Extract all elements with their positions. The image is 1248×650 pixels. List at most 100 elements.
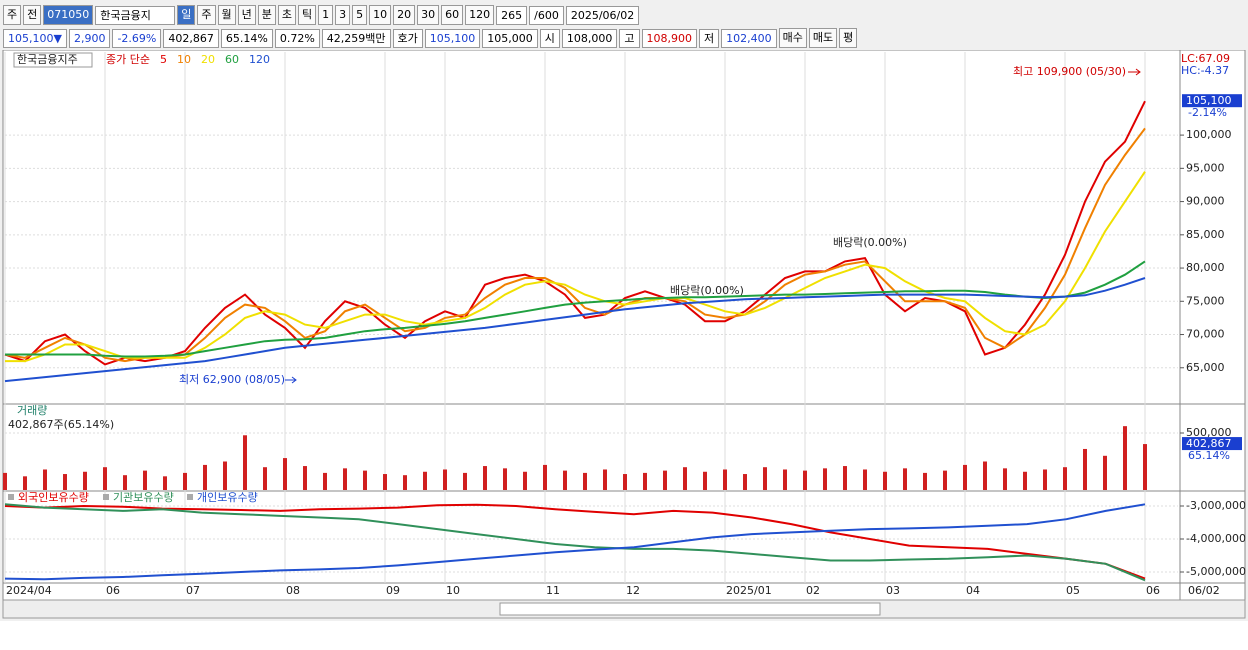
x-tick-label: 08 xyxy=(286,584,300,597)
info-label: HC:-4.37 xyxy=(1181,64,1229,77)
x-tick-label: 06 xyxy=(106,584,120,597)
volume-bar xyxy=(663,470,667,490)
toolbar-button[interactable]: 초 xyxy=(277,5,296,25)
quote-field: 42,259백만 xyxy=(321,28,391,48)
legend-marker xyxy=(8,494,14,500)
quote-field: 108,000 xyxy=(561,28,618,48)
volume-bar xyxy=(943,470,947,490)
toolbar-button[interactable]: 265 xyxy=(496,5,528,25)
legend-marker xyxy=(103,494,109,500)
volume-bar xyxy=(403,475,407,490)
toolbar-button[interactable]: 60 xyxy=(441,5,464,25)
x-tick-label: 03 xyxy=(886,584,900,597)
volume-bar xyxy=(323,472,327,490)
x-tick-label: 2025/01 xyxy=(726,584,772,597)
volume-bar xyxy=(363,470,367,490)
volume-bar xyxy=(343,468,347,490)
volume-bar xyxy=(903,468,907,490)
legend-entry: 10 xyxy=(177,53,191,66)
x-tick-label: 04 xyxy=(966,584,980,597)
volume-bar xyxy=(843,466,847,490)
volume-bar xyxy=(243,435,247,490)
volume-bar xyxy=(743,474,747,490)
volume-bar xyxy=(1143,444,1147,490)
order-button[interactable]: 매수 xyxy=(778,28,807,48)
volume-bar xyxy=(283,458,287,490)
quote-field: 402,867 xyxy=(163,28,219,48)
x-tick-label: 07 xyxy=(186,584,200,597)
volume-bar xyxy=(723,469,727,490)
line-series xyxy=(5,260,1146,358)
y-tick-label: 500,000 xyxy=(1186,426,1232,439)
volume-bar xyxy=(503,468,507,490)
toolbar-button[interactable]: 분 xyxy=(257,5,276,25)
volume-bar xyxy=(443,469,447,490)
toolbar-button[interactable]: 일 xyxy=(177,5,196,25)
line-series xyxy=(4,127,1146,363)
toolbar-button[interactable]: 한국금융지 xyxy=(95,5,176,25)
scroll-thumb[interactable] xyxy=(499,602,881,616)
order-button[interactable]: 매도 xyxy=(808,28,838,48)
toolbar-button[interactable]: 2025/06/02 xyxy=(565,5,640,25)
x-tick-label: 05 xyxy=(1066,584,1080,597)
legend-entry: 개인보유수량 xyxy=(197,491,258,504)
price-label-box xyxy=(1182,437,1242,451)
volume-bar xyxy=(623,474,627,490)
quote-field: 시 xyxy=(539,28,560,48)
price-label-box xyxy=(1182,94,1242,108)
y-tick-label: 80,000 xyxy=(1186,261,1225,274)
quote-field: 105,100 xyxy=(424,28,481,48)
panel-subtitle: 402,867주(65.14%) xyxy=(8,418,114,431)
chart: 2024/04 06 07 08 09 10 11 12 2025/01 02 03 04 05 06 06… xyxy=(2,50,1246,619)
toolbar-button[interactable]: 틱 xyxy=(298,5,317,25)
y-tick-label: 65,000 xyxy=(1186,361,1225,374)
volume-bar xyxy=(1083,448,1087,490)
volume-bar xyxy=(1003,468,1007,490)
annotation: 최고 109,900 (05/30) xyxy=(1013,65,1126,78)
volume-bar xyxy=(823,468,827,490)
volume-bar xyxy=(143,470,147,490)
toolbar-button[interactable]: 10 xyxy=(369,5,392,25)
toolbar-button[interactable]: 071050 xyxy=(43,5,94,25)
x-tick-label: 12 xyxy=(626,584,640,597)
toolbar-button[interactable]: 년 xyxy=(237,5,256,25)
toolbar-button[interactable]: 3 xyxy=(335,5,351,25)
info-label: LC:67.09 xyxy=(1181,52,1230,65)
toolbar-button[interactable]: /600 xyxy=(529,5,564,25)
toolbar-button[interactable]: 전 xyxy=(23,5,42,25)
annotation-arrow xyxy=(1128,68,1141,76)
volume-bar xyxy=(563,470,567,490)
volume-bar xyxy=(423,471,427,490)
toolbar-button[interactable]: 1 xyxy=(318,5,334,25)
y-tick-label: 70,000 xyxy=(1186,328,1225,341)
quote-field: 0.72% xyxy=(274,28,320,48)
volume-bar xyxy=(583,472,587,490)
line-series xyxy=(4,503,1146,582)
volume-bar xyxy=(603,469,607,490)
volume-bar xyxy=(1103,455,1107,490)
volume-bar xyxy=(23,476,27,490)
quote-field: 108,900 xyxy=(641,28,698,48)
quote-field: 105,000 xyxy=(482,28,538,48)
quote-field: 호가 xyxy=(392,28,423,48)
toolbar-button[interactable]: 주 xyxy=(3,5,22,25)
toolbar-button[interactable]: 20 xyxy=(393,5,416,25)
volume-bar xyxy=(803,470,807,490)
y-tick-label: -3,000,000 xyxy=(1186,499,1246,512)
price-label: 402,867 xyxy=(1186,437,1232,450)
volume-bar xyxy=(963,464,967,490)
toolbar-button[interactable]: 30 xyxy=(417,5,440,25)
y-tick-label: 95,000 xyxy=(1186,161,1225,174)
toolbar-button[interactable]: 5 xyxy=(352,5,368,25)
volume-bar xyxy=(1043,469,1047,490)
toolbar-button[interactable]: 주 xyxy=(197,5,216,25)
toolbar-button[interactable]: 월 xyxy=(217,5,236,25)
order-button[interactable]: 평 xyxy=(839,28,858,48)
toolbar-button[interactable]: 120 xyxy=(465,5,495,25)
x-tick-label: 06 xyxy=(1146,584,1160,597)
volume-bar xyxy=(703,471,707,490)
y-tick-label: 100,000 xyxy=(1186,128,1232,141)
legend-entry: 120 xyxy=(249,53,270,66)
volume-bar xyxy=(763,467,767,490)
volume-bar xyxy=(923,472,927,490)
